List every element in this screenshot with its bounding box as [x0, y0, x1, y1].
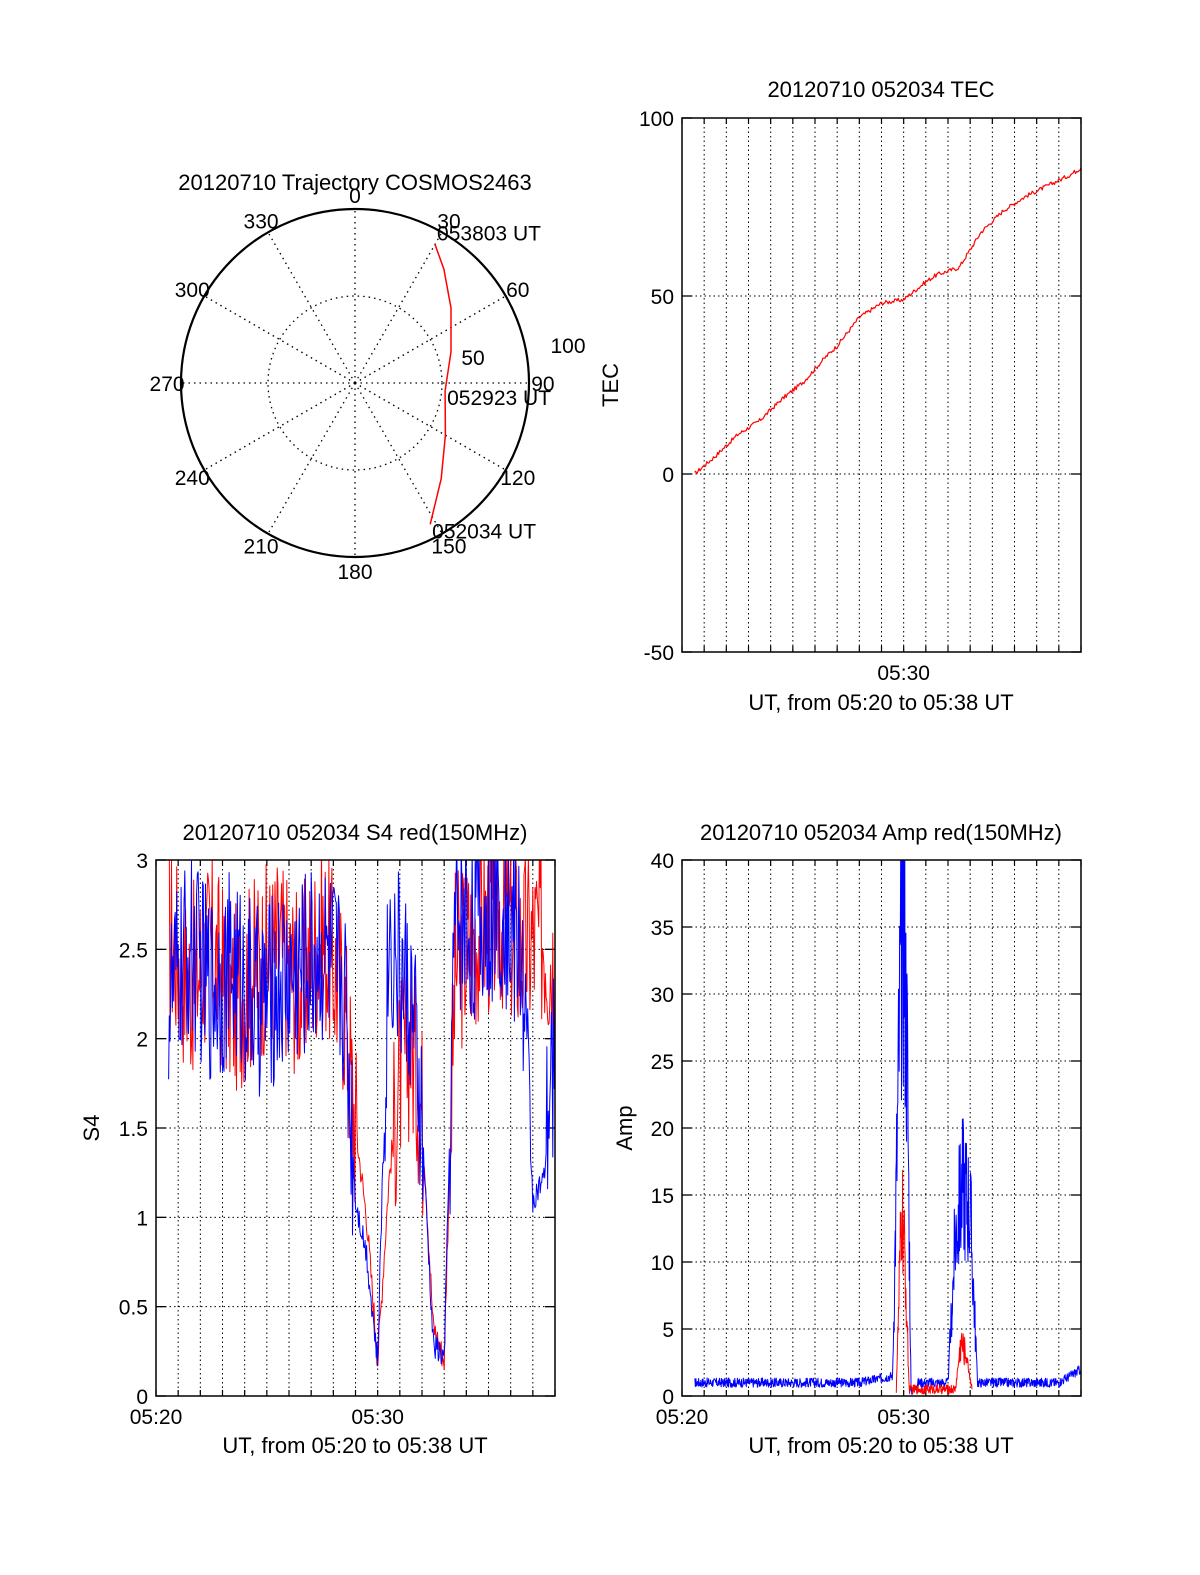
y-tick-label: 10 [651, 1252, 674, 1275]
y-tick-label: 2.5 [119, 939, 148, 962]
x-tick-label: 05:20 [130, 1406, 183, 1429]
amp-plot: 20120710 052034 Amp red(150MHz) UT, from… [612, 820, 1082, 1458]
polar-spoke [203, 295, 356, 384]
series-line [694, 167, 1081, 475]
y-tick-label: 3 [136, 850, 148, 873]
polar-radial-label: 100 [550, 335, 585, 358]
x-tick-label: 05:20 [656, 1406, 709, 1429]
series-line [895, 1169, 973, 1395]
series-group [168, 860, 555, 1371]
trajectory-line [429, 244, 452, 525]
y-tick-label: 25 [651, 1051, 674, 1074]
polar-outer-ring [179, 207, 531, 559]
polar-angle-label: 150 [431, 536, 466, 559]
y-tick-label: 100 [639, 108, 674, 131]
polar-angle-label: 210 [244, 536, 279, 559]
tec-title: 20120710 052034 TEC [767, 77, 994, 102]
y-tick-label: 0 [136, 1386, 148, 1409]
s4-title: 20120710 052034 S4 red(150MHz) [183, 820, 528, 845]
s4-x-axis-label: UT, from 05:20 to 05:38 UT [222, 1433, 487, 1458]
s4-y-axis-label: S4 [79, 1115, 104, 1142]
x-tick-label: 05:30 [877, 662, 930, 685]
y-tick-label: 0 [662, 1386, 674, 1409]
tec-y-axis-label: TEC [598, 363, 623, 407]
polar-spoke [267, 231, 356, 384]
polar-spoke [354, 382, 507, 471]
polar-angle-label: 90 [531, 373, 554, 396]
polar-spoke [267, 382, 356, 535]
amp-title: 20120710 052034 Amp red(150MHz) [700, 820, 1062, 845]
polar-angle-label: 120 [500, 467, 535, 490]
y-tick-label: -50 [644, 642, 674, 665]
polar-radial-label: 50 [461, 347, 484, 370]
x-tick-label: 05:30 [351, 1406, 404, 1429]
y-tick-label: 0.5 [119, 1297, 148, 1320]
trajectory-title: 20120710 Trajectory COSMOS2463 [178, 170, 531, 195]
y-tick-label: 1 [136, 1207, 148, 1230]
polar-angle-label: 330 [244, 210, 279, 233]
polar-spoke [354, 295, 507, 384]
series-line [168, 860, 555, 1366]
plot-frame [155, 859, 556, 1397]
y-tick-label: 30 [651, 984, 674, 1007]
y-tick-label: 50 [651, 286, 674, 309]
trajectory-annotation: 052923 UT [447, 387, 551, 410]
tec-plot: 20120710 052034 TEC UT, from 05:20 to 05… [598, 77, 1082, 715]
series-group [694, 860, 1081, 1395]
polar-inner-ring [267, 295, 443, 471]
y-tick-label: 35 [651, 917, 674, 940]
polar-angle-label: 60 [506, 279, 529, 302]
trajectory-polar-plot: 20120710 Trajectory COSMOS2463 0 30 60 90 12… [150, 170, 586, 584]
x-tick-label: 05:30 [877, 1406, 930, 1429]
y-tick-label: 15 [651, 1185, 674, 1208]
y-tick-label: 1.5 [119, 1118, 148, 1141]
y-tick-label: 5 [662, 1319, 674, 1342]
series-line [168, 860, 555, 1371]
s4-plot: 20120710 052034 S4 red(150MHz) UT, from … [79, 820, 556, 1458]
polar-spoke [203, 382, 356, 471]
y-tick-label: 20 [651, 1118, 674, 1141]
polar-angle-label: 300 [175, 279, 210, 302]
polar-angle-label: 270 [150, 373, 185, 396]
polar-spoke [354, 382, 443, 535]
y-tick-label: 0 [662, 464, 674, 487]
trajectory-annotation: 052034 UT [432, 520, 536, 543]
amp-y-axis-label: Amp [612, 1105, 637, 1150]
y-tick-label: 40 [651, 850, 674, 873]
polar-angle-label: 180 [337, 561, 372, 584]
polar-angle-label: 240 [175, 467, 210, 490]
series-line [694, 860, 1081, 1395]
plot-frame [681, 859, 1082, 1397]
polar-angle-label: 0 [349, 185, 361, 208]
polar-spoke [354, 231, 443, 384]
series-group [694, 167, 1081, 475]
plot-frame [681, 117, 1082, 653]
amp-x-axis-label: UT, from 05:20 to 05:38 UT [748, 1433, 1013, 1458]
trajectory-annotation: 053803 UT [437, 222, 541, 245]
polar-angle-label: 30 [437, 210, 460, 233]
tec-x-axis-label: UT, from 05:20 to 05:38 UT [748, 690, 1013, 715]
y-tick-label: 2 [136, 1029, 148, 1052]
